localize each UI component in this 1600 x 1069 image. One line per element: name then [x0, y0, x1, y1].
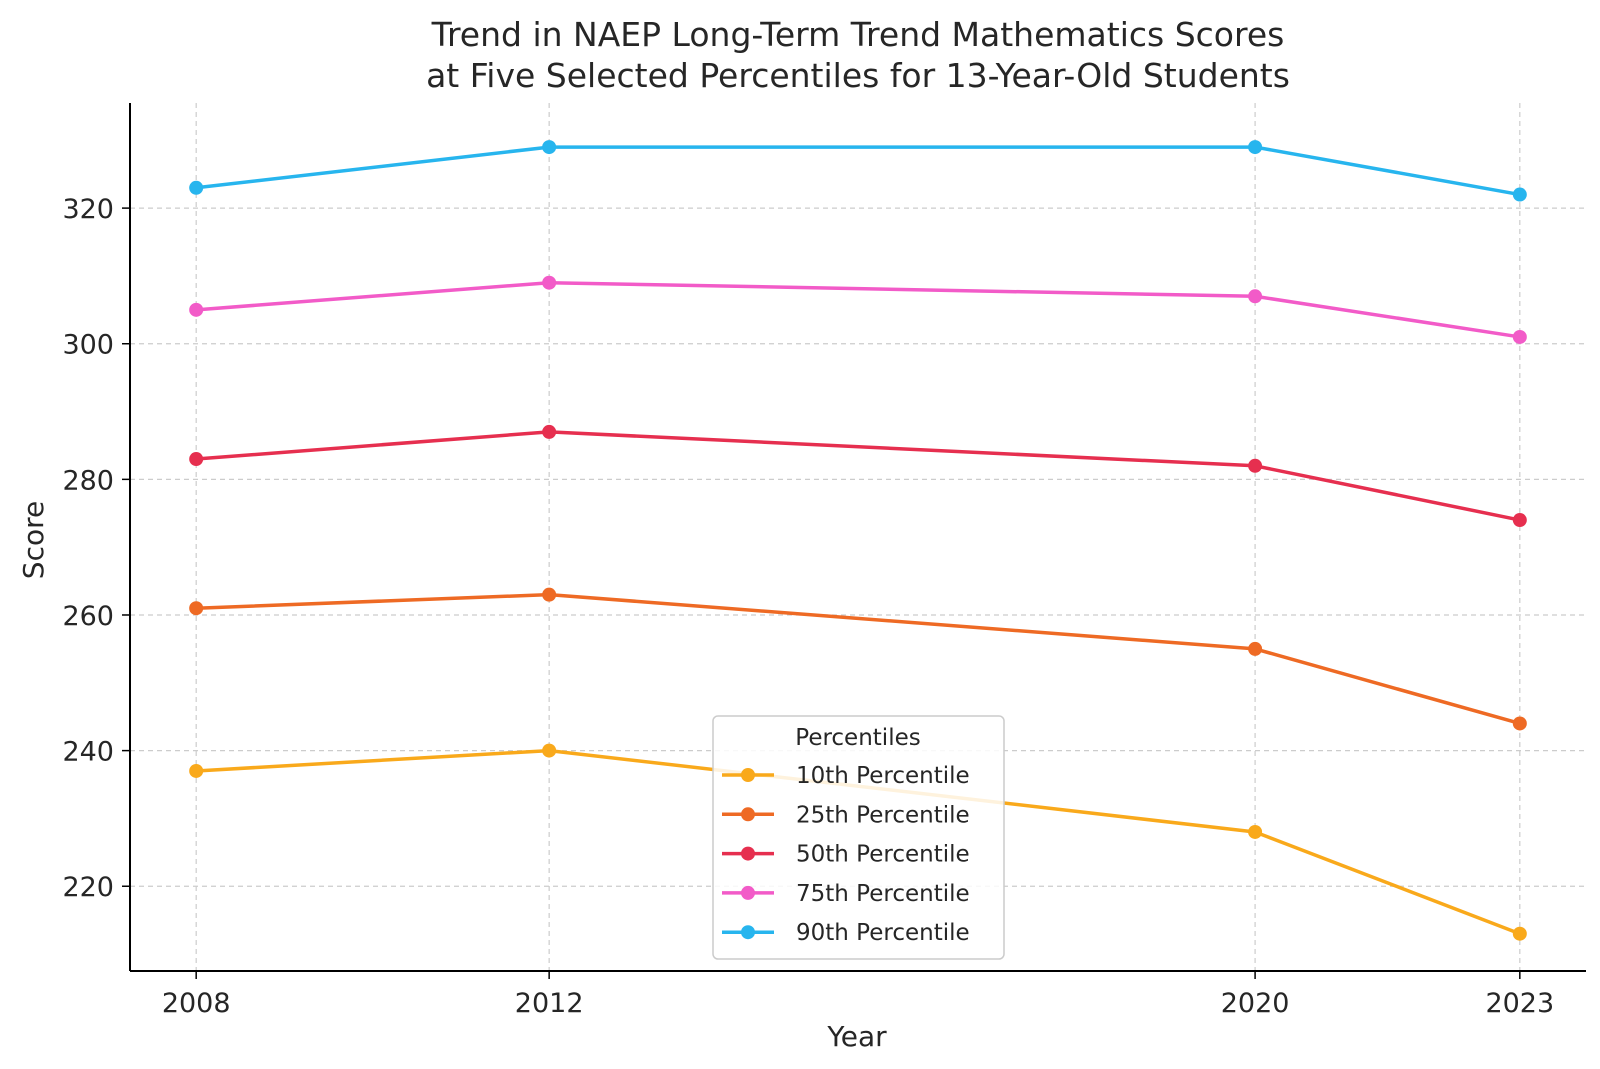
- legend-swatch-marker: [741, 768, 755, 782]
- data-point: [542, 743, 557, 758]
- data-point: [1512, 926, 1527, 941]
- legend: Percentiles 10th Percentile 25th Percenti…: [712, 715, 1005, 960]
- x-tick-label: 2008: [162, 988, 231, 1019]
- legend-item: 10th Percentile: [722, 763, 970, 789]
- data-point: [1248, 824, 1263, 839]
- series-line: [196, 430, 1521, 522]
- y-tick-label: 220: [62, 872, 114, 903]
- legend-swatch-marker: [741, 885, 755, 900]
- x-axis-label: Year: [826, 1020, 887, 1053]
- series-3: [189, 424, 1527, 528]
- data-point: [1248, 289, 1263, 304]
- legend-label: 25th Percentile: [796, 802, 970, 828]
- series-line: [196, 592, 1521, 726]
- legend-item: 75th Percentile: [722, 881, 970, 907]
- legend-label: 75th Percentile: [796, 881, 970, 907]
- legend-box: [712, 715, 1005, 960]
- legend-item: 25th Percentile: [722, 802, 970, 828]
- chart-subtitle: at Five Selected Percentiles for 13-Year…: [426, 56, 1290, 95]
- data-point: [1248, 140, 1263, 155]
- series-5: [189, 140, 1527, 202]
- legend-swatch-marker: [741, 807, 755, 822]
- series-4: [189, 275, 1527, 344]
- y-tick-label: 240: [62, 737, 114, 768]
- data-point: [542, 424, 557, 439]
- axes: [129, 103, 1586, 972]
- grid-lines: [130, 103, 1586, 971]
- data-point: [1512, 329, 1527, 344]
- legend-title: Percentiles: [795, 725, 920, 751]
- data-point: [1512, 187, 1527, 202]
- series-line: [196, 280, 1521, 339]
- y-tick-label: 280: [62, 465, 114, 496]
- legend-swatch-marker: [741, 846, 755, 861]
- series-line: [195, 145, 1521, 197]
- data-point: [1248, 641, 1263, 656]
- legend-label: 90th Percentile: [796, 920, 970, 946]
- data-point: [189, 601, 204, 616]
- data-point: [1512, 716, 1527, 731]
- x-tick-label: 2020: [1221, 988, 1290, 1019]
- y-tick-label: 300: [62, 330, 114, 361]
- data-point: [189, 180, 204, 195]
- legend-label: 10th Percentile: [796, 763, 970, 789]
- legend-label: 50th Percentile: [796, 842, 970, 868]
- x-tick-label: 2023: [1485, 988, 1554, 1019]
- data-point: [189, 452, 204, 467]
- legend-swatch-marker: [741, 925, 755, 940]
- data-point: [1512, 513, 1527, 528]
- y-axis-label: Score: [17, 501, 50, 579]
- data-point: [189, 763, 204, 778]
- legend-item: 90th Percentile: [722, 920, 970, 946]
- data-point: [189, 302, 204, 317]
- series-2: [189, 587, 1527, 731]
- data-point: [542, 140, 557, 155]
- x-tick-label: 2012: [515, 988, 584, 1019]
- axis-ticks: 2008 2012 2020 2023 220 240 260 280 300 320: [62, 194, 1554, 1019]
- data-point: [1248, 458, 1263, 473]
- chart-title: Trend in NAEP Long-Term Trend Mathematic…: [431, 15, 1285, 54]
- data-point: [542, 275, 557, 290]
- y-tick-label: 320: [62, 194, 114, 225]
- legend-item: 50th Percentile: [722, 842, 970, 868]
- data-point: [542, 587, 557, 602]
- legend-items: 10th Percentile 25th Percentile 50th Perce…: [722, 763, 970, 946]
- y-tick-label: 260: [62, 601, 114, 632]
